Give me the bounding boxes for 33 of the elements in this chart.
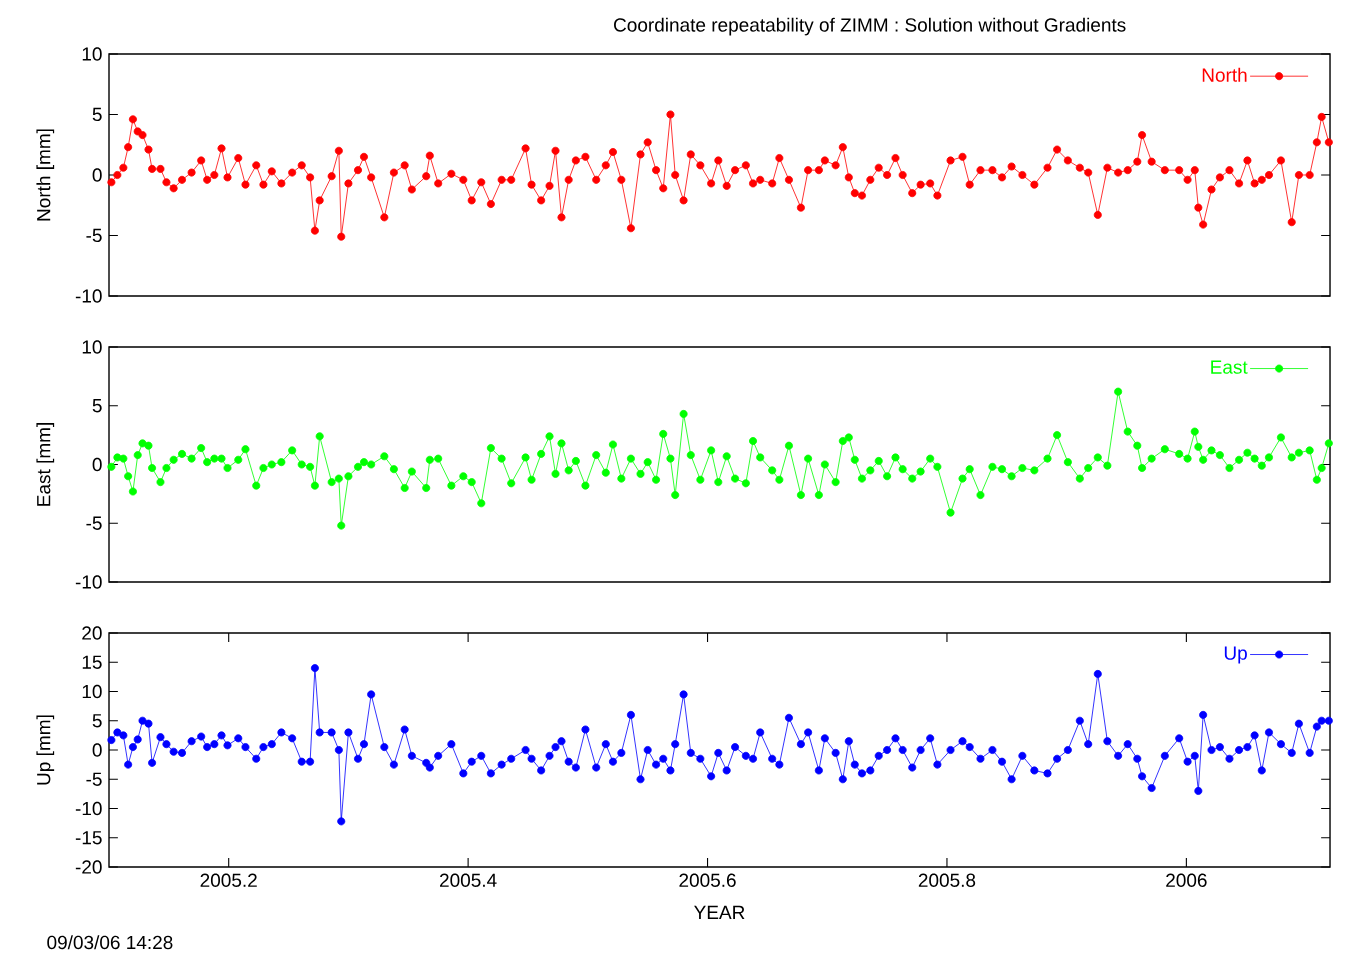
y-tick-label: 0 [92,743,102,757]
y-tick-label: 5 [92,714,102,728]
legend-label: North [1202,67,1247,82]
y-tick-label: 10 [82,684,102,699]
y-tick-label: -20 [75,860,102,874]
y-tick-label: -10 [75,575,102,589]
x-tick-label: 2005.4 [440,873,497,887]
legend-label: Up [1224,646,1247,664]
y-axis-title: Up [mm] [36,715,55,785]
y-tick-label: -10 [75,801,102,816]
x-tick-label: 2005.2 [200,873,257,887]
x-tick-label: 2006 [1166,873,1207,887]
legend-label: East [1211,360,1248,374]
y-tick-label: 20 [82,626,102,640]
y-tick-label: 5 [92,399,102,413]
y-tick-label: -5 [86,516,102,530]
y-axis-title: East [mm] [36,423,55,506]
y-tick-label: -5 [86,228,102,243]
x-tick-label: 2005.6 [679,873,736,887]
y-tick-label: -5 [86,772,102,786]
y-tick-label: 15 [82,655,102,669]
text: 09/03/06 14:28 [47,935,173,950]
y-axis-title: North [mm] [36,129,55,221]
y-tick-label: 10 [82,47,102,61]
y-tick-label: 5 [92,107,102,122]
x-tick-label: 2005.8 [918,873,976,887]
y-tick-label: -15 [75,831,102,845]
x-axis-title: YEAR [694,905,745,919]
y-tick-label: 10 [82,340,102,354]
y-tick-label: 0 [92,457,102,472]
y-tick-label: -10 [75,289,102,303]
chart-title: Coordinate repeatability of ZIMM : Solution without Gradients [614,17,1126,36]
y-tick-label: 0 [92,168,102,182]
